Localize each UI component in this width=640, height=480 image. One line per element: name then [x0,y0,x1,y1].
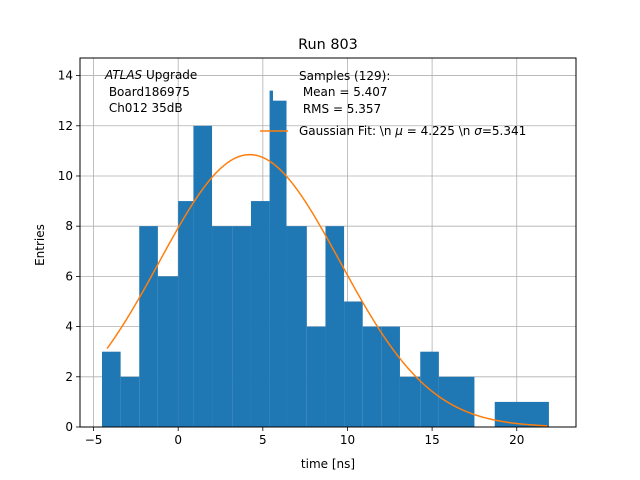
y-tick-label: 8 [65,219,73,233]
legend-samples-line-3: RMS = 5.357 [299,102,381,116]
histogram-bars [102,90,549,428]
y-tick-label: 2 [65,370,73,384]
gaussian-fit [106,153,548,427]
x-tick-label: −5 [85,433,103,447]
x-tick-label: 10 [340,433,355,447]
y-tick-label: 4 [65,320,73,334]
histogram-bar [102,351,121,427]
y-tick-label: 0 [65,420,73,434]
legend: Samples (129): Mean = 5.407 RMS = 5.357 … [260,69,526,138]
histogram-bar [381,326,400,427]
histogram-bar [178,201,194,427]
legend-samples-line-1: Samples (129): [299,69,390,83]
x-tick-label: 0 [174,433,182,447]
legend-fit-mu: μ [394,124,403,138]
legend-fit-label: Gaussian Fit: \n μ = 4.225 \n σ=5.341 [299,124,526,138]
histogram-bar [344,301,363,427]
histogram-bar [286,226,307,427]
y-tick-label: 6 [65,269,73,283]
axes-frame [79,57,577,428]
x-tick-label: 15 [424,433,439,447]
histogram-bar [232,226,251,427]
histogram-bar [193,125,213,427]
legend-fit-prefix: Gaussian Fit: \n [299,124,395,138]
histogram-bar [120,376,140,427]
histogram-bar [272,100,287,428]
y-axis-label: Entries [33,224,47,266]
histogram-bar [399,376,421,427]
annotation-line-2: Board186975 [105,85,190,99]
x-tick-label: 20 [509,433,524,447]
legend-fit-sigma: σ [474,124,482,138]
annotation-upgrade: Upgrade [142,68,197,82]
gaussian-fit-curve [106,153,548,427]
chart-title: Run 803 [298,37,358,53]
x-axis-label: time [ns] [301,457,355,471]
legend-samples-line-2: Mean = 5.407 [299,85,388,99]
histogram-bar [362,326,382,427]
histogram-bar [494,401,549,427]
annotation-line-1: ATLAS Upgrade [104,68,197,82]
histogram-bar [438,376,475,427]
histogram-bar [250,201,270,427]
legend-fit-suffix: =5.341 [482,124,526,138]
x-tick-label: 5 [259,433,267,447]
y-tick-label: 14 [58,69,73,83]
histogram-bar [306,326,326,427]
y-tick-label: 12 [58,119,73,133]
atlas-annotation: ATLAS Upgrade Board186975 Ch012 35dB [104,68,197,115]
histogram-bar [212,226,233,427]
legend-fit-middle: = 4.225 \n [403,124,474,138]
y-tick-label: 10 [58,169,73,183]
histogram-bar [269,90,273,427]
histogram-bar [157,276,179,427]
annotation-line-3: Ch012 35dB [105,101,183,115]
histogram-bar [139,226,158,427]
histogram-bar [325,226,345,427]
axis-ticks: −5 0 5 10 15 20 0 2 4 6 8 10 12 14 [58,69,525,447]
annotation-atlas: ATLAS [104,68,143,82]
